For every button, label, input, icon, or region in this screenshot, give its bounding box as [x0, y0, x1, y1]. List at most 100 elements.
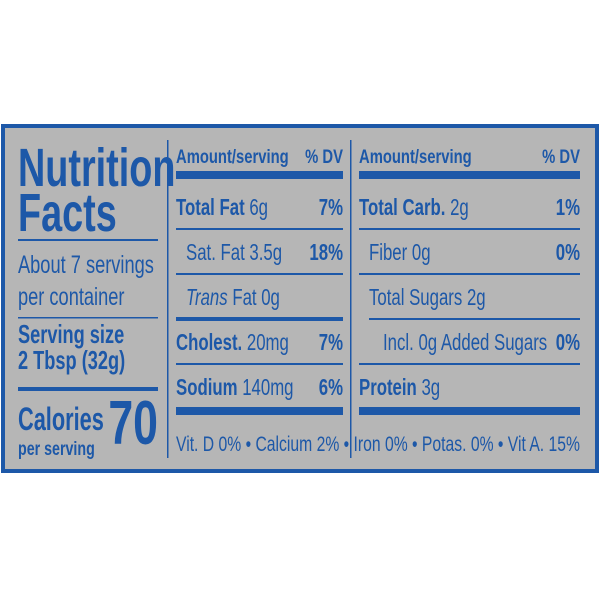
daily-value-group: 6%: [319, 376, 343, 401]
nutrient: Trans Fat 0g: [186, 286, 280, 311]
servings-part: per container: [18, 282, 124, 311]
daily-value: 7%: [319, 331, 343, 356]
calories-label: Calories: [18, 401, 104, 437]
title-part: Facts: [18, 182, 117, 242]
column-header: Amount/serving: [359, 146, 472, 167]
rule: [176, 171, 343, 179]
title: Facts: [18, 182, 117, 242]
nutrient: Fiber 0g: [369, 241, 431, 266]
dv-header: % DV: [305, 146, 343, 167]
nutrient-group: Sodium 140mg: [176, 376, 294, 401]
rule: [176, 273, 343, 275]
nutrient-group: Cholest. 20mg: [176, 331, 289, 356]
nutrient: Total Carb. 2g: [359, 196, 469, 221]
serving-size-value: 2 Tbsp (32g): [18, 346, 125, 375]
column-header: Amount/serving: [176, 146, 289, 167]
daily-value-group: 18%: [309, 241, 343, 266]
nutrient-group: Total Sugars 2g: [369, 286, 486, 311]
dv-header-group: % DV: [542, 146, 580, 167]
nutrient-part: Fiber 0g: [369, 241, 431, 266]
rule: [176, 363, 343, 365]
nutrient-part: 3g: [417, 376, 440, 401]
calories-sublabel-group: per serving: [18, 438, 95, 459]
daily-value-group: 7%: [319, 331, 343, 356]
title-group: Nutrition: [18, 137, 175, 197]
nutrient-group: Sat. Fat 3.5g: [186, 241, 282, 266]
daily-value-part: 7%: [319, 196, 343, 221]
daily-value-group: 1%: [556, 196, 580, 221]
nutrient-group: Protein 3g: [359, 376, 440, 401]
nutrient-part: 20mg: [242, 331, 289, 356]
nutrient-group: Total Fat 6g: [176, 196, 268, 221]
nutrient-part: Protein: [359, 376, 417, 401]
column-header-group: Amount/serving: [176, 146, 289, 167]
dv-header-part: % DV: [542, 146, 580, 167]
daily-value-part: 18%: [309, 241, 343, 266]
nutrient: Sat. Fat 3.5g: [186, 241, 282, 266]
nutrient-part: Trans: [186, 286, 228, 311]
rule: [359, 228, 580, 230]
nutrient-part: 2g: [445, 196, 468, 221]
title-part: Nutrition: [18, 137, 175, 197]
column-header-group: Amount/serving: [359, 146, 472, 167]
dv-header: % DV: [542, 146, 580, 167]
serving-size-label-part: Serving size: [18, 320, 124, 349]
daily-value: 7%: [319, 196, 343, 221]
daily-value-group: 7%: [319, 196, 343, 221]
calories-value: 70: [108, 389, 158, 458]
nutrient: Total Fat 6g: [176, 196, 268, 221]
nutrient-part: Sodium: [176, 376, 238, 401]
rule: [359, 171, 580, 179]
column-header-part: Amount/serving: [359, 146, 472, 167]
rules: [18, 140, 352, 458]
nutrient-group: Trans Fat 0g: [186, 286, 280, 311]
dv-header-part: % DV: [305, 146, 343, 167]
calories-value-part: 70: [108, 389, 158, 458]
daily-value: 1%: [556, 196, 580, 221]
rule: [369, 318, 580, 320]
nutrient-part: Total Fat: [176, 196, 245, 221]
servings: per container: [18, 282, 124, 311]
rule: [359, 407, 580, 415]
nutrient-part: Fat 0g: [228, 286, 280, 311]
calories-sublabel: per serving: [18, 438, 95, 459]
serving-size-label: Serving size: [18, 320, 124, 349]
nutrient: Incl. 0g Added Sugars: [383, 331, 547, 356]
nutrient-group: Fiber 0g: [369, 241, 431, 266]
daily-value-part: 1%: [556, 196, 580, 221]
nutrient-part: 140mg: [238, 376, 294, 401]
nutrient-part: Incl. 0g Added Sugars: [383, 331, 547, 356]
rule: [359, 363, 580, 365]
calories-label-part: Calories: [18, 401, 104, 437]
servings-group: per container: [18, 282, 124, 311]
daily-value-group: 0%: [556, 331, 580, 356]
daily-value-part: 0%: [556, 241, 580, 266]
nutrient-part: Total Carb.: [359, 196, 445, 221]
nutrient-part: Cholest.: [176, 331, 242, 356]
nutrient-group: Total Carb. 2g: [359, 196, 469, 221]
rule: [176, 407, 343, 415]
column-header-part: Amount/serving: [176, 146, 289, 167]
servings: About 7 servings: [18, 250, 154, 279]
serving-size-value-group: 2 Tbsp (32g): [18, 346, 125, 375]
rule: [359, 273, 580, 275]
vitamins-group: Vit. D 0% • Calcium 2% • Iron 0% • Potas…: [176, 433, 580, 456]
daily-value-part: 0%: [556, 331, 580, 356]
nutrient: Protein 3g: [359, 376, 440, 401]
calories-value-group: 70: [108, 389, 158, 458]
dv-header-group: % DV: [305, 146, 343, 167]
nutrient: Total Sugars 2g: [369, 286, 486, 311]
serving-size-value-part: 2 Tbsp (32g): [18, 346, 125, 375]
rule: [176, 317, 343, 321]
daily-value-group: 0%: [556, 241, 580, 266]
calories-label-group: Calories: [18, 401, 104, 437]
daily-value-part: 7%: [319, 331, 343, 356]
nutrient: Cholest. 20mg: [176, 331, 289, 356]
servings-part: About 7 servings: [18, 250, 154, 279]
serving-size-label-group: Serving size: [18, 320, 124, 349]
title-group: Facts: [18, 182, 117, 242]
nutrient-part: Total Sugars 2g: [369, 286, 486, 311]
rule: [176, 228, 343, 230]
daily-value: 0%: [556, 331, 580, 356]
servings-group: About 7 servings: [18, 250, 154, 279]
